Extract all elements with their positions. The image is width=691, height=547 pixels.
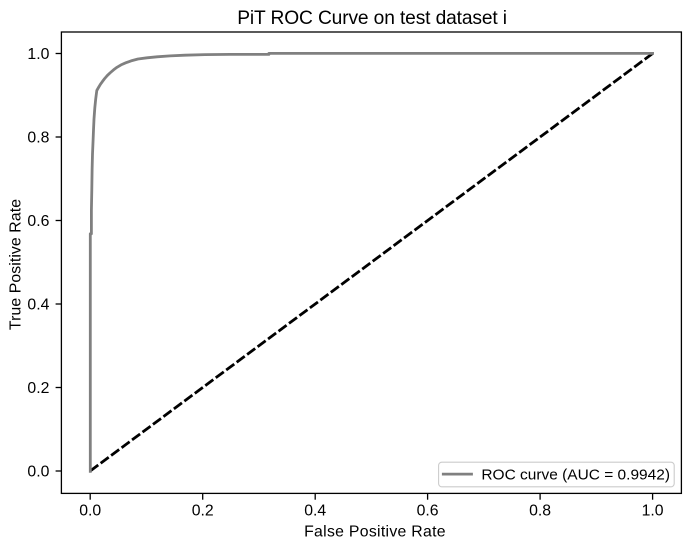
svg-text:0.2: 0.2	[192, 503, 214, 520]
svg-text:0.8: 0.8	[529, 503, 551, 520]
svg-text:0.0: 0.0	[27, 463, 49, 480]
svg-text:1.0: 1.0	[642, 503, 664, 520]
svg-text:0.4: 0.4	[27, 296, 49, 313]
svg-text:0.6: 0.6	[27, 213, 49, 230]
svg-text:0.6: 0.6	[417, 503, 439, 520]
svg-text:1.0: 1.0	[27, 46, 49, 63]
svg-text:0.8: 0.8	[27, 129, 49, 146]
svg-text:False Positive Rate: False Positive Rate	[304, 523, 446, 540]
svg-text:0.4: 0.4	[304, 503, 326, 520]
svg-text:True Positive Rate: True Positive Rate	[8, 199, 25, 330]
svg-text:ROC curve (AUC = 0.9942): ROC curve (AUC = 0.9942)	[481, 466, 670, 483]
svg-text:PiT ROC Curve on test dataset: PiT ROC Curve on test dataset i	[237, 8, 507, 29]
svg-text:0.0: 0.0	[79, 503, 101, 520]
svg-text:0.2: 0.2	[27, 380, 49, 397]
